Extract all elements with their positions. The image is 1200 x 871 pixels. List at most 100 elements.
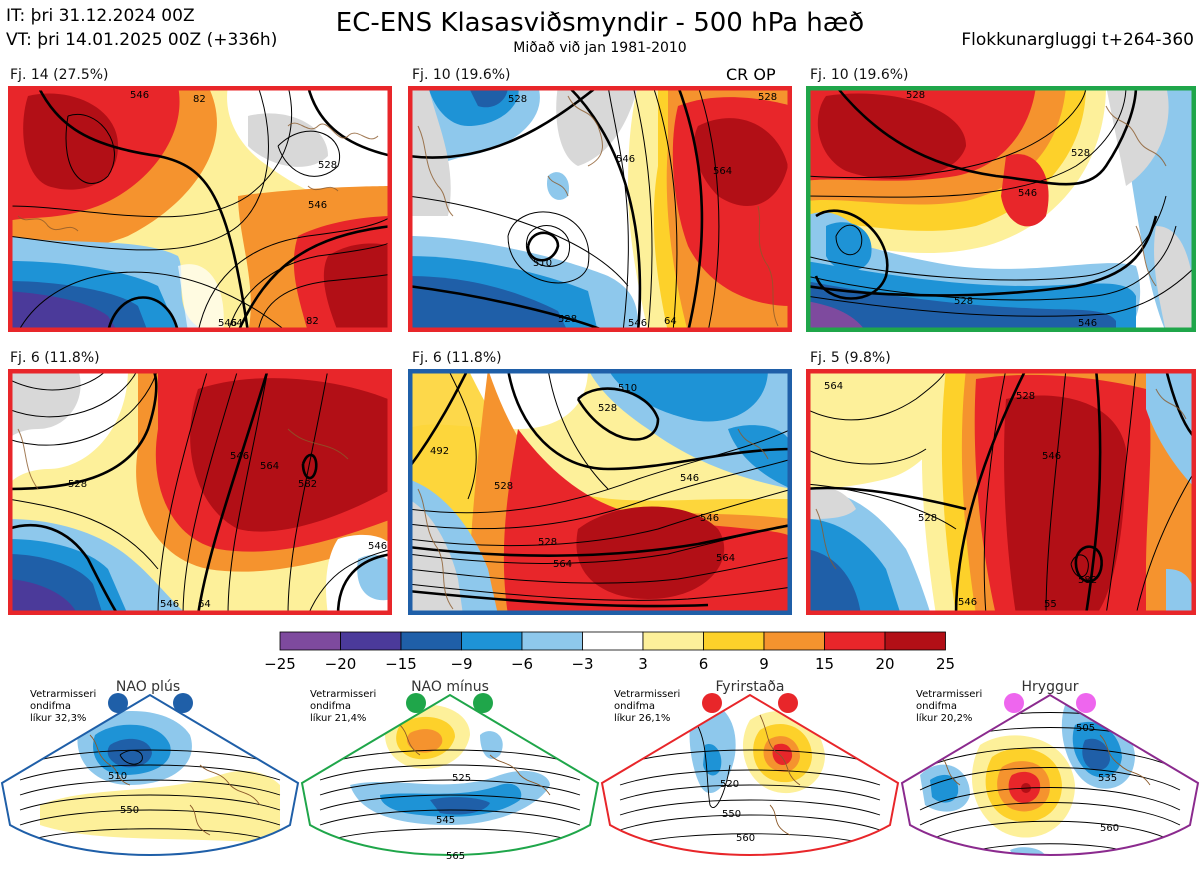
regime-1-dot-2 bbox=[173, 693, 193, 713]
panel-4-contour-label-6: 546 bbox=[160, 599, 179, 610]
regime-3-contour-1: 520 bbox=[720, 779, 739, 790]
panel-4-contour-label-2: 546 bbox=[230, 451, 249, 462]
panel-2-contour-label-4: 564 bbox=[713, 166, 732, 177]
panel-4-label: Fj. 6 (11.8%) bbox=[10, 350, 100, 366]
panel-5-contour-label-5: 546 bbox=[680, 473, 699, 484]
colorbar-tick-label: 15 bbox=[815, 655, 834, 673]
panel-5-contour-label-2: 528 bbox=[598, 403, 617, 414]
colorbar: −25 −20 −15 −9 −6 −3 3 6 9 15 20 25 bbox=[264, 631, 955, 673]
panel-2-contour-label-5: 510 bbox=[533, 258, 552, 269]
panel-3-contour-label-4: 528 bbox=[954, 296, 973, 307]
panel-6-contour-label-5: 546 bbox=[958, 597, 977, 608]
regime-3-dot-1 bbox=[702, 693, 722, 713]
panel-2-contour-label-1: 528 bbox=[508, 94, 527, 105]
regime-2-info-3: líkur 21,4% bbox=[310, 712, 366, 724]
panel-6-contour-label-3: 546 bbox=[1042, 451, 1061, 462]
regime-4-dot-1 bbox=[1004, 693, 1024, 713]
panel-5-border bbox=[408, 369, 792, 615]
panel-2-contour-label-7: 546 bbox=[628, 318, 647, 329]
panel-4-contour-label-3: 564 bbox=[260, 461, 279, 472]
panel-1-border bbox=[8, 86, 392, 332]
regime-2-contour-3: 565 bbox=[446, 851, 465, 862]
regime-3-contour-2: 550 bbox=[722, 809, 741, 820]
colorbar-tick-label: 6 bbox=[699, 655, 709, 673]
regime-3-info-1: Vetrarmisseri bbox=[614, 689, 680, 700]
regime-2-contour-2: 545 bbox=[436, 815, 455, 826]
colorbar-segment bbox=[279, 631, 341, 651]
colorbar-segment bbox=[340, 631, 402, 651]
panel-5-contour-label-3: 510 bbox=[618, 383, 637, 394]
cluster-map-2: 528 528 546 564 510 528 546 64 bbox=[408, 86, 792, 332]
colorbar-segment bbox=[461, 631, 523, 651]
regime-4-info-1: Vetrarmisseri bbox=[916, 689, 982, 700]
panel-3-label: Fj. 10 (19.6%) bbox=[810, 67, 909, 83]
regime-2-info-2: ondifma bbox=[310, 701, 351, 712]
panel-4-border bbox=[8, 369, 392, 615]
regime-nao-plus: Vetrarmisseri ondifma líkur 32,3% NAO pl… bbox=[0, 679, 300, 856]
panel-6-contour-label-1: 564 bbox=[824, 381, 843, 392]
regime-nao-minus: Vetrarmisseri ondifma líkur 21,4% NAO mí… bbox=[300, 679, 600, 862]
panel-6-contour-label-4: 528 bbox=[918, 513, 937, 524]
colorbar-tick-label: −3 bbox=[571, 655, 593, 673]
regime-4-outline bbox=[900, 693, 1200, 856]
panel-2-contour-label-2: 528 bbox=[758, 92, 777, 103]
colorbar-segment bbox=[763, 631, 825, 651]
panel-5-contour-label-9: 564 bbox=[716, 553, 735, 564]
colorbar-segment bbox=[884, 631, 946, 651]
colorbar-segment bbox=[703, 631, 765, 651]
panel-1-label: Fj. 14 (27.5%) bbox=[10, 67, 109, 83]
panel-2-label: Fj. 10 (19.6%) bbox=[412, 67, 511, 83]
regime-blocking: Vetrarmisseri ondifma líkur 26,1% Fyrirs… bbox=[600, 679, 900, 856]
regime-3-contour-3: 560 bbox=[736, 833, 755, 844]
panel-6-contour-label-6: 582 bbox=[1078, 575, 1097, 586]
panel-4-contour-label-7: 64 bbox=[198, 599, 211, 610]
regime-4-dot-2 bbox=[1076, 693, 1096, 713]
regime-1-contour-2: 550 bbox=[120, 805, 139, 816]
colorbar-tick-label: −25 bbox=[264, 655, 296, 673]
panel-3-contour-label-3: 546 bbox=[1018, 188, 1037, 199]
classification-window: Flokkunargluggi t+264-360 bbox=[961, 30, 1194, 50]
colorbar-tick-label: 20 bbox=[875, 655, 894, 673]
panel-3-contour-label-2: 528 bbox=[1071, 148, 1090, 159]
cluster-map-4: 528 546 564 582 546 546 64 bbox=[8, 369, 392, 615]
regime-4-info-2: ondifma bbox=[916, 701, 957, 712]
colorbar-segment bbox=[824, 631, 886, 651]
regime-1-dot-1 bbox=[108, 693, 128, 713]
panel-5-contour-label-7: 546 bbox=[700, 513, 719, 524]
panel-2-member-tag: CR OP bbox=[726, 65, 776, 84]
panel-5-contour-label-6: 528 bbox=[538, 537, 557, 548]
panel-5-contour-label-8: 564 bbox=[553, 559, 572, 570]
panel-3-border bbox=[806, 86, 1196, 332]
colorbar-tick-label: −6 bbox=[511, 655, 533, 673]
regime-4-contour-1: 505 bbox=[1076, 723, 1095, 734]
panel-1-contour-label-6: 64 bbox=[230, 318, 243, 329]
colorbar-tick-label: 9 bbox=[759, 655, 769, 673]
panel-1-contour-label-1: 546 bbox=[130, 90, 149, 101]
regime-4-contour-2: 535 bbox=[1098, 773, 1117, 784]
regime-1-info-3: líkur 32,3% bbox=[30, 712, 86, 724]
cluster-map-5: 492 528 510 528 546 528 546 564 564 bbox=[408, 369, 792, 615]
panel-5-contour-label-1: 492 bbox=[430, 446, 449, 457]
colorbar-tick-label: −20 bbox=[325, 655, 357, 673]
colorbar-tick-label: 25 bbox=[936, 655, 955, 673]
panel-2-contour-label-6: 528 bbox=[558, 314, 577, 325]
colorbar-segment bbox=[400, 631, 462, 651]
regime-3-title: Fyrirstaða bbox=[716, 679, 785, 695]
colorbar-segment bbox=[642, 631, 704, 651]
cluster-map-1: 546 82 528 546 546 64 82 bbox=[8, 86, 392, 332]
panel-6-contour-label-2: 528 bbox=[1016, 391, 1035, 402]
panel-2-contour-label-3: 546 bbox=[616, 154, 635, 165]
colorbar-tick-label: 3 bbox=[638, 655, 648, 673]
regime-3-dot-2 bbox=[778, 693, 798, 713]
regime-1-info-2: ondifma bbox=[30, 701, 71, 712]
panel-4-contour-label-5: 546 bbox=[368, 541, 387, 552]
panel-2-contour-label-8: 64 bbox=[664, 316, 677, 327]
panel-3-contour-label-5: 546 bbox=[1078, 318, 1097, 329]
panel-1-contour-label-5: 546 bbox=[218, 318, 237, 329]
regime-ridge: Vetrarmisseri ondifma líkur 20,2% Hryggu… bbox=[900, 679, 1200, 856]
regime-2-contour-1: 525 bbox=[452, 773, 471, 784]
regime-4-title: Hryggur bbox=[1022, 679, 1079, 695]
panel-1-contour-label-7: 82 bbox=[306, 316, 319, 327]
cluster-map-6: 564 528 546 528 546 582 55 bbox=[806, 369, 1196, 615]
regime-2-title: NAO mínus bbox=[411, 679, 489, 695]
